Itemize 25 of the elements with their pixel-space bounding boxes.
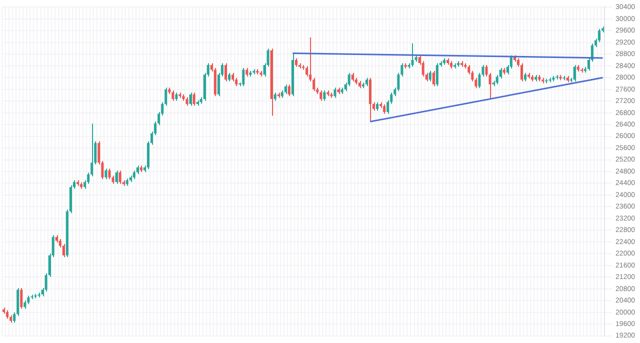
candlestick	[383, 104, 386, 114]
candlestick	[284, 84, 287, 95]
candlestick	[306, 66, 308, 77]
candlestick	[320, 90, 322, 102]
candlestick	[172, 90, 174, 102]
candlestick	[104, 168, 108, 180]
candlestick	[118, 170, 122, 184]
candlestick	[62, 243, 65, 258]
candlestick	[20, 287, 23, 310]
candlestick	[598, 28, 600, 43]
candlestick	[224, 62, 227, 82]
candlestick	[242, 67, 245, 87]
candlestick	[428, 70, 432, 82]
candlestick	[520, 62, 523, 82]
candlestick	[488, 72, 492, 100]
candlestick	[115, 170, 118, 184]
candlestick	[573, 64, 576, 82]
candlestick	[436, 62, 438, 87]
candlestick	[192, 92, 196, 106]
candlestick	[288, 84, 290, 97]
candlestick	[323, 90, 326, 102]
candlestick	[348, 72, 350, 87]
candlestick	[108, 168, 111, 180]
candlestick	[334, 87, 336, 98]
candlestick	[432, 70, 435, 87]
